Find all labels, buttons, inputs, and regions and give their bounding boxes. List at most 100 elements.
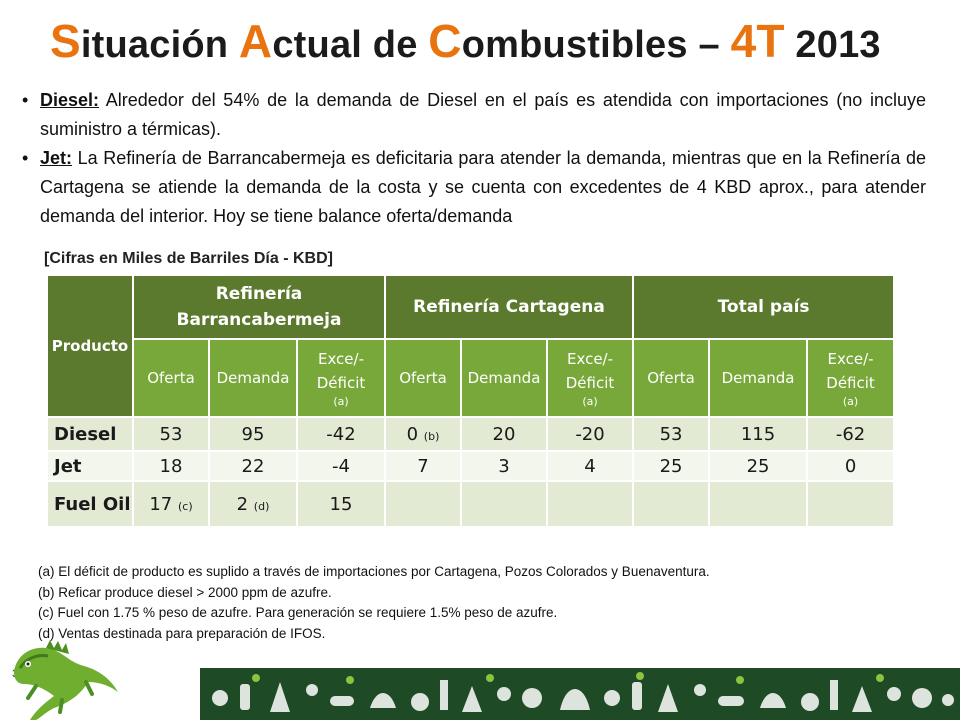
title-part: ituación [80, 24, 239, 66]
row-product-name: Jet [46, 450, 134, 482]
table-cell [384, 480, 462, 528]
table-cell [708, 480, 809, 528]
table-cell: 25 [632, 450, 711, 482]
table-cell: -62 [806, 416, 896, 452]
subheader-note-a: (a) [842, 395, 859, 408]
subheader-exce: Exce/- [317, 350, 365, 368]
table-cell: 20 [460, 416, 548, 452]
cell-value: -20 [575, 423, 605, 445]
cell-footnote-ref: (b) [423, 429, 440, 443]
subheader-note-a: (a) [333, 395, 349, 408]
subheader-exce-deficit: Exce/- Déficit (a) [806, 338, 896, 418]
nature-pattern-band [200, 668, 960, 720]
table-cell: 53 [632, 416, 711, 452]
table-cell [632, 480, 711, 528]
cell-value: 20 [492, 423, 516, 445]
cell-value: 0 [844, 455, 857, 477]
cell-value: 95 [241, 423, 265, 445]
table-cell: 53 [132, 416, 210, 452]
cell-value: 25 [746, 455, 770, 477]
row-product-name: Fuel Oil [46, 480, 134, 528]
table-row: Jet 18 22 -4 7 3 4 25 25 0 [46, 450, 896, 482]
units-label: [Cifras en Miles de Barriles Día - KBD] [44, 250, 333, 267]
cell-value: 7 [417, 455, 429, 477]
title-part: ombustibles – [461, 24, 731, 66]
subheader-oferta: Oferta [384, 338, 462, 418]
cell-value: 25 [659, 455, 683, 477]
cell-value: 4 [584, 455, 596, 477]
title-initial-c: C [428, 15, 462, 67]
subheader-deficit: Déficit [316, 374, 366, 392]
table-cell [460, 480, 548, 528]
title-initial-s: S [50, 15, 81, 67]
subheader-oferta: Oferta [632, 338, 711, 418]
subheader-exce-deficit: Exce/- Déficit (a) [296, 338, 386, 418]
table-cell: 4 [545, 450, 635, 482]
table-cell: 17 (c) [132, 480, 210, 528]
cell-value: 15 [329, 493, 353, 515]
table-cell [806, 480, 896, 528]
table-cell: 0 [806, 450, 896, 482]
cell-value: -42 [326, 423, 356, 445]
nature-pattern-icon [212, 672, 954, 712]
table-cell: 15 [296, 480, 386, 528]
footnote-a: (a) El déficit de producto es suplido a … [38, 564, 710, 579]
header-group-cartagena: Refinería Cartagena [383, 274, 635, 340]
cell-footnote-ref: (d) [253, 499, 270, 513]
table-cell: 115 [708, 416, 809, 452]
table-cell: 95 [208, 416, 298, 452]
cell-value: 53 [659, 423, 683, 445]
cell-value: 2 [236, 493, 249, 515]
subheader-exce: Exce/- [566, 350, 614, 368]
bullet-text: Jet: La Refinería de Barrancabermeja es … [40, 144, 926, 231]
row-product-name: Diesel [46, 416, 134, 452]
table-cell: -42 [296, 416, 386, 452]
cell-value: 115 [740, 423, 776, 445]
table-cell: 3 [460, 450, 548, 482]
page-title: Situación Actual de Combustibles – 4T 20… [50, 14, 881, 68]
bullet-dot-icon: • [22, 148, 29, 168]
subheader-demanda: Demanda [708, 338, 809, 418]
title-year: 2013 [784, 24, 881, 66]
table-cell: 18 [132, 450, 210, 482]
bullet-body: La Refinería de Barrancabermeja es defic… [40, 148, 926, 226]
table-cell: -4 [296, 450, 386, 482]
cell-value: 18 [159, 455, 183, 477]
cell-value: 53 [159, 423, 183, 445]
cell-value: -62 [835, 423, 866, 445]
subheader-note-a: (a) [582, 395, 598, 408]
cell-footnote-ref: (c) [178, 499, 193, 513]
header-group-total: Total país [632, 274, 896, 340]
header-producto: Producto [46, 274, 134, 418]
table-cell: -20 [545, 416, 635, 452]
table-cell: 22 [208, 450, 298, 482]
footnote-b: (b) Reficar produce diesel > 2000 ppm de… [38, 584, 332, 600]
table-cell: 25 [708, 450, 809, 482]
cell-value: -4 [332, 455, 350, 477]
subheader-exce-deficit: Exce/- Déficit (a) [545, 338, 635, 418]
subheader-deficit: Déficit [565, 374, 615, 392]
title-initial-a: A [238, 15, 273, 67]
bullet-item-jet: • Jet: La Refinería de Barrancabermeja e… [22, 144, 926, 231]
header-group-barrancabermeja: Refinería Barrancabermeja [132, 274, 386, 340]
bullet-dot-icon: • [22, 90, 29, 110]
bullet-label: Diesel: [40, 90, 100, 110]
fuel-balance-table: Producto Refinería Barrancabermeja Refin… [46, 274, 896, 528]
title-part: ctual de [272, 24, 429, 66]
table-cell: 7 [384, 450, 462, 482]
bullet-item-diesel: • Diesel: Alrededor del 54% de la demand… [22, 86, 926, 144]
cell-value: 17 [149, 493, 173, 515]
table-row: Diesel 53 95 -42 0 (b) 20 -20 53 115 -62 [46, 416, 896, 452]
footnotes: (a) El déficit de producto es suplido a … [38, 562, 710, 644]
footnote-c: (c) Fuel con 1.75 % peso de azufre. Para… [38, 605, 558, 620]
footnote-d: (d) Ventas destinada para preparación de… [38, 625, 326, 641]
bullet-label: Jet: [40, 148, 73, 168]
subheader-oferta: Oferta [132, 338, 210, 418]
cell-value: 3 [498, 455, 510, 477]
cell-value: 0 [406, 423, 419, 445]
subheader-demanda: Demanda [460, 338, 548, 418]
table-row: Fuel Oil 17 (c) 2 (d) 15 [46, 480, 896, 528]
bullet-text: Diesel: Alrededor del 54% de la demanda … [40, 86, 926, 144]
subheader-demanda: Demanda [208, 338, 298, 418]
iguana-logo-icon [14, 640, 118, 720]
